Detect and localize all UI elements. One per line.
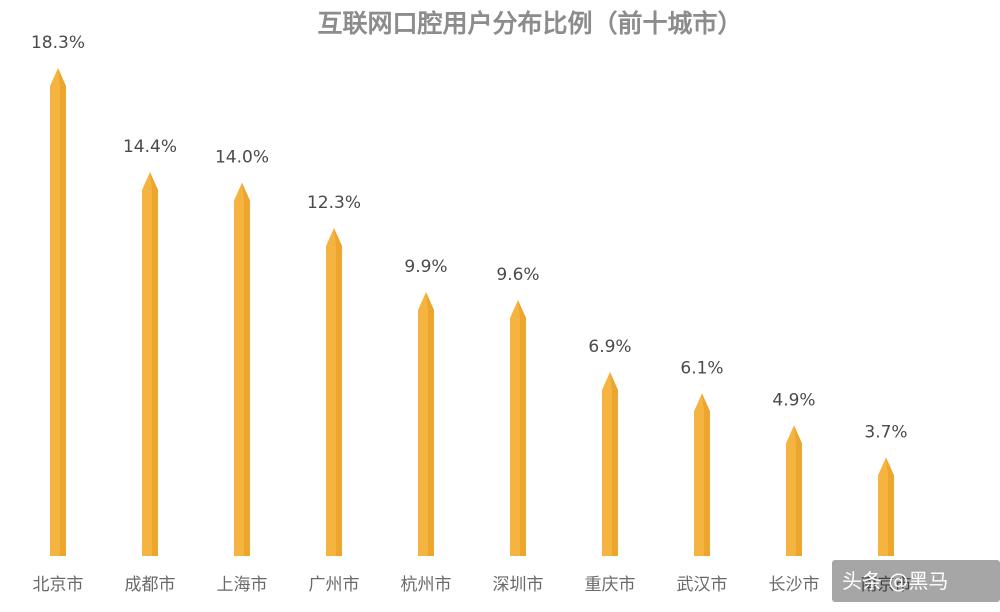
bar xyxy=(234,182,250,556)
value-label: 18.3% xyxy=(31,33,85,53)
bars-group xyxy=(50,68,894,556)
watermark-text: 头条 @黑马 xyxy=(842,569,948,593)
value-label: 6.1% xyxy=(680,358,723,378)
category-label: 重庆市 xyxy=(585,575,636,595)
bar xyxy=(142,172,158,556)
value-label: 9.6% xyxy=(496,265,539,285)
value-label: 14.4% xyxy=(123,137,177,157)
watermark: 头条 @黑马 xyxy=(832,560,1000,602)
category-label: 南京市 xyxy=(861,575,912,595)
bar xyxy=(786,425,802,556)
value-label: 3.7% xyxy=(864,422,907,442)
category-label: 杭州市 xyxy=(401,575,452,595)
category-label: 武汉市 xyxy=(677,575,728,595)
category-label: 成都市 xyxy=(125,575,176,595)
bar xyxy=(326,228,342,556)
category-label: 上海市 xyxy=(217,575,268,595)
bar-shade xyxy=(334,228,342,556)
bar xyxy=(418,292,434,556)
category-label: 长沙市 xyxy=(769,575,820,595)
chart-title: 互联网口腔用户分布比例（前十城市） xyxy=(317,9,742,38)
bar xyxy=(510,300,526,556)
bar-shade xyxy=(58,68,66,556)
category-label: 广州市 xyxy=(309,575,360,595)
bar-shade xyxy=(702,393,710,556)
bar xyxy=(50,68,66,556)
bar-shade xyxy=(150,172,158,556)
bar-shade xyxy=(426,292,434,556)
bar-shade xyxy=(886,457,894,556)
bar xyxy=(694,393,710,556)
category-label: 深圳市 xyxy=(493,575,544,595)
value-label: 6.9% xyxy=(588,337,631,357)
category-labels-group: 北京市 成都市 上海市 广州市 杭州市 深圳市 重庆市 武汉市 长沙市 南京市 xyxy=(33,575,912,595)
value-label: 4.9% xyxy=(772,390,815,410)
bar xyxy=(878,457,894,556)
bar-shade xyxy=(794,425,802,556)
bar-shade xyxy=(610,372,618,556)
value-label: 14.0% xyxy=(215,148,269,168)
category-label: 北京市 xyxy=(33,575,84,595)
value-label: 12.3% xyxy=(307,193,361,213)
bar xyxy=(602,372,618,556)
value-label: 9.9% xyxy=(404,257,447,277)
value-labels-group: 18.3% 14.4% 14.0% 12.3% 9.9% 9.6% 6.9% 6.1% 4.9%… xyxy=(31,33,908,442)
bar-shade xyxy=(518,300,526,556)
bar-shade xyxy=(242,182,250,556)
